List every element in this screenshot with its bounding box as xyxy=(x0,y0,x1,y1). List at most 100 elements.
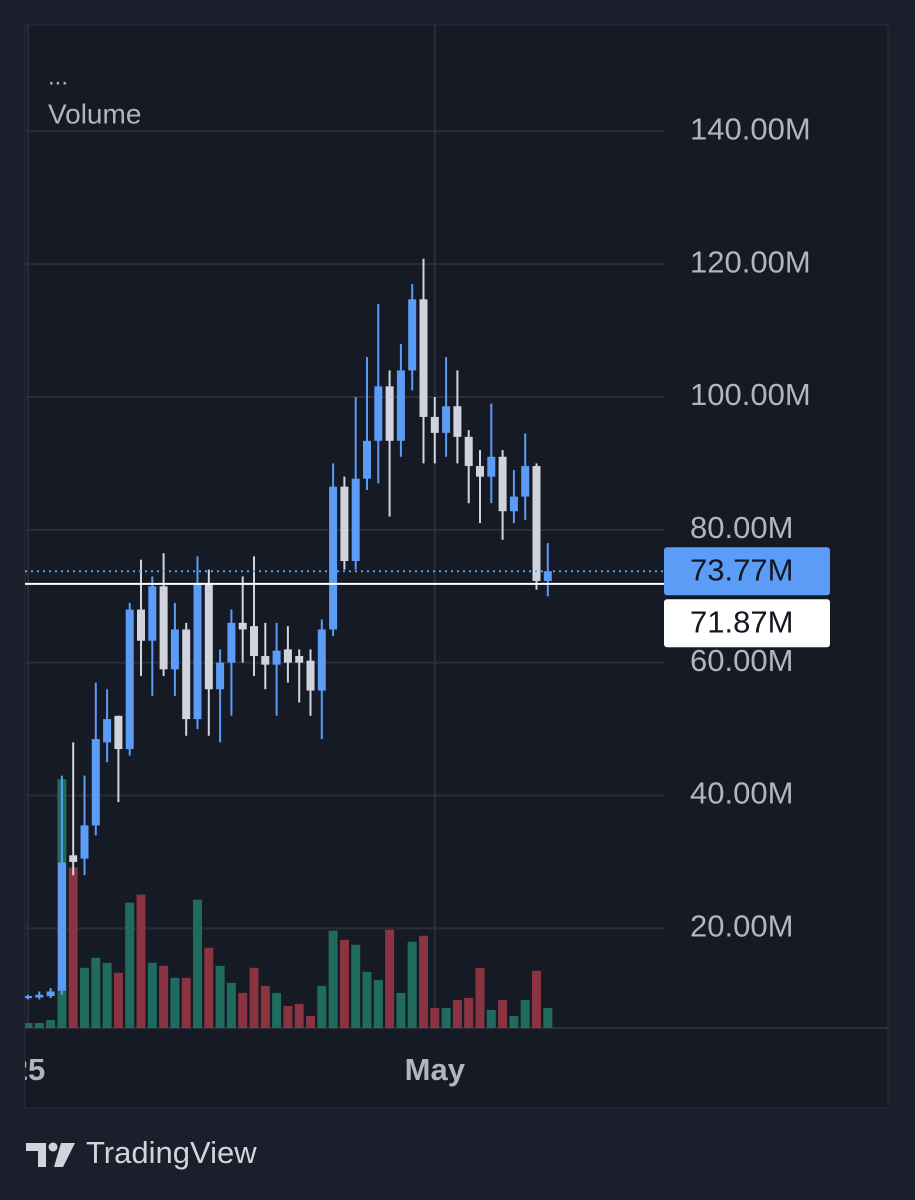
indicator-label: Volume xyxy=(48,98,141,129)
volume-bar xyxy=(238,992,248,1028)
candle-body xyxy=(125,609,134,750)
candle-body xyxy=(340,486,349,562)
volume-bar xyxy=(260,985,270,1028)
candle-body xyxy=(385,386,394,441)
volume-bar xyxy=(80,967,89,1028)
candle-body xyxy=(80,825,89,859)
candle-body xyxy=(227,622,236,663)
volume-bar xyxy=(486,1009,496,1028)
legend-menu[interactable]: ... xyxy=(48,63,68,90)
volume-bar xyxy=(385,929,395,1028)
candle-body xyxy=(238,622,247,630)
volume-bar xyxy=(159,965,169,1028)
y-tick-label: 40.00M xyxy=(690,776,793,811)
volume-bar xyxy=(226,982,236,1028)
candle-body xyxy=(374,386,383,441)
candle-body xyxy=(148,586,157,641)
brand-name: TradingView xyxy=(86,1135,257,1170)
candle-body xyxy=(69,855,78,862)
volume-bar xyxy=(102,962,112,1028)
plot: 25 May xyxy=(11,25,664,1087)
volume-bar xyxy=(543,1007,553,1028)
candle-body xyxy=(272,650,281,665)
candle-body xyxy=(419,299,428,417)
volume-bar xyxy=(46,1019,56,1028)
candle-body xyxy=(250,626,258,657)
candle-body xyxy=(137,609,145,641)
candle-body xyxy=(442,406,451,433)
volume-bar xyxy=(498,999,508,1028)
volume-bar xyxy=(170,977,180,1028)
candle-body xyxy=(430,416,439,433)
volume-bar xyxy=(215,965,225,1028)
candle-body xyxy=(295,656,304,663)
candle-body xyxy=(35,994,44,998)
candle-body xyxy=(532,466,541,581)
candle-body xyxy=(182,629,191,720)
candle-body xyxy=(329,486,338,630)
candle-body xyxy=(498,456,507,512)
volume-bar xyxy=(283,1005,293,1028)
y-tick-label: 60.00M xyxy=(690,643,793,678)
volume-bar xyxy=(249,967,259,1028)
x-tick-label: 25 xyxy=(11,1052,45,1087)
volume-bar xyxy=(25,1022,33,1028)
candle-body xyxy=(543,571,552,581)
volume-bar xyxy=(181,977,191,1028)
candle-body xyxy=(521,466,530,497)
volume-bar xyxy=(441,1007,451,1028)
volume-bar xyxy=(91,957,101,1028)
candle-body xyxy=(193,582,202,720)
candle-body xyxy=(25,996,32,999)
candle-body xyxy=(204,582,213,690)
volume-bar xyxy=(294,1003,304,1028)
volume-bar xyxy=(509,1015,519,1028)
volume-bar xyxy=(351,944,361,1028)
candle-body xyxy=(408,299,417,371)
y-tick-label: 120.00M xyxy=(690,244,811,279)
volume-bar xyxy=(34,1022,44,1028)
volume-bar xyxy=(362,971,372,1028)
candle-body xyxy=(487,456,496,477)
volume-bar xyxy=(328,930,338,1028)
candle-body xyxy=(306,660,315,691)
price-label: 73.77M xyxy=(690,552,793,587)
volume-bar xyxy=(306,1015,315,1028)
candle-body xyxy=(351,478,360,562)
y-tick-label: 20.00M xyxy=(690,909,793,944)
volume-bar xyxy=(113,972,123,1028)
price-label-box xyxy=(664,547,830,596)
candle-body xyxy=(453,406,462,437)
volume-bar xyxy=(407,941,417,1028)
y-tick-label: 80.00M xyxy=(690,510,793,545)
candle-body xyxy=(283,649,292,663)
candle-body xyxy=(170,629,179,670)
candle-body xyxy=(159,586,168,670)
volume-bar xyxy=(204,947,214,1028)
volume-bar xyxy=(373,979,383,1028)
candle-body xyxy=(509,496,518,512)
volume-bar xyxy=(520,999,530,1028)
candle-body xyxy=(216,662,225,690)
volume-bar xyxy=(68,867,78,1028)
volume-bar xyxy=(339,939,349,1028)
candle-body xyxy=(91,739,100,826)
volume-bar xyxy=(532,970,541,1028)
candle-body xyxy=(464,436,473,467)
price-label: 71.87M xyxy=(690,604,793,639)
y-tick-label: 140.00M xyxy=(690,111,811,146)
y-tick-label: 100.00M xyxy=(690,377,811,412)
brand-logo xyxy=(26,1142,75,1167)
volume-bar xyxy=(430,1007,440,1028)
volume-bar xyxy=(317,985,327,1028)
volume-bar xyxy=(419,935,428,1028)
volume-bar xyxy=(147,962,157,1028)
candle-body xyxy=(57,862,66,991)
candle-body xyxy=(476,466,484,477)
candle-body xyxy=(103,719,112,743)
volume-bar xyxy=(193,899,202,1028)
candle-body xyxy=(261,656,270,665)
volume-bar xyxy=(272,992,282,1028)
volume-bar xyxy=(452,999,462,1028)
